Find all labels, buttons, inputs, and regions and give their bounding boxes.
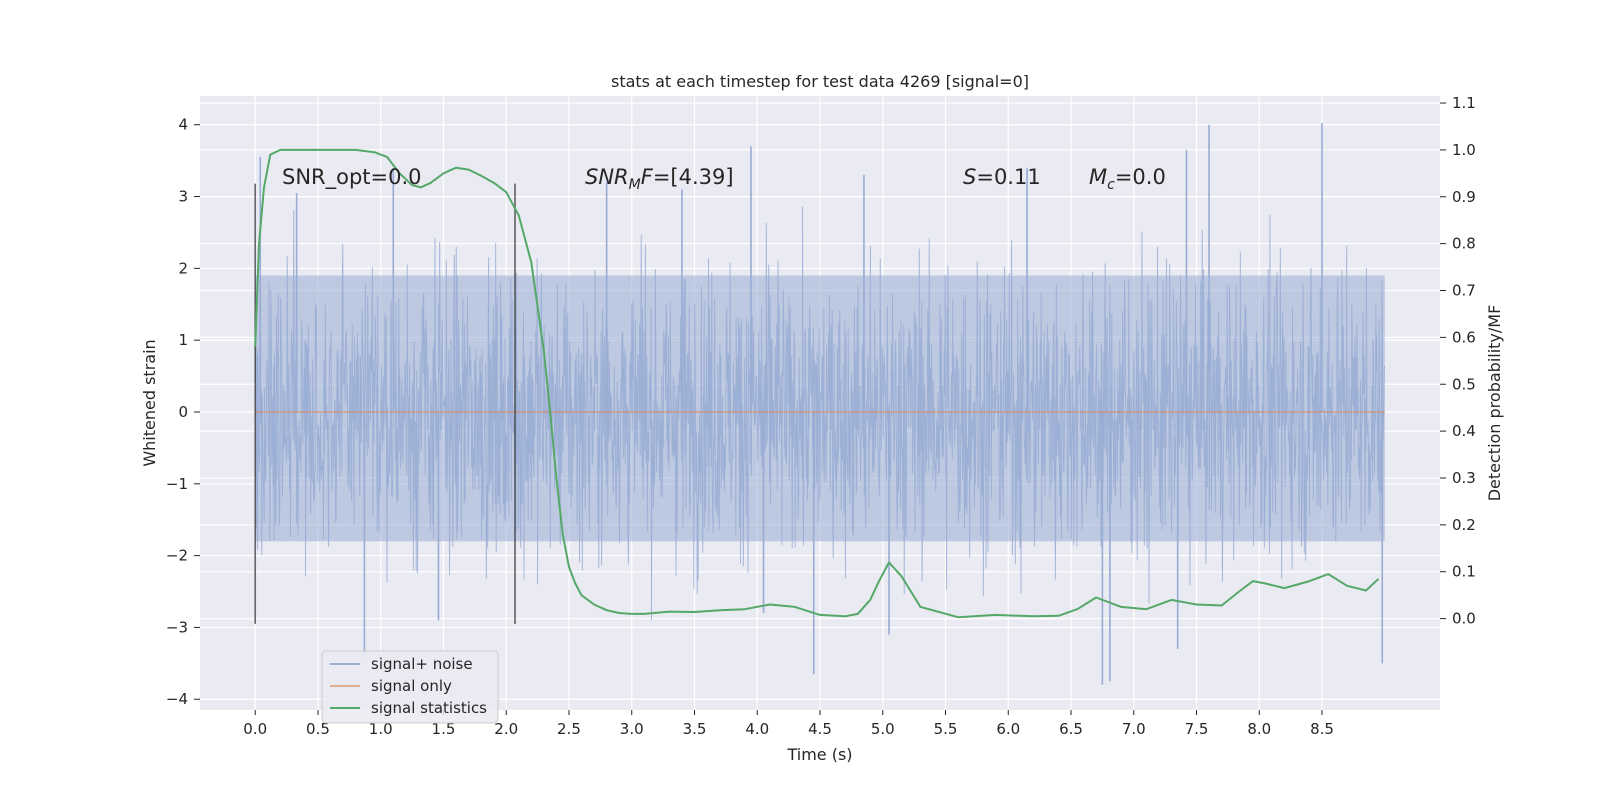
y-right-tick-label: 0.2 (1452, 516, 1476, 534)
x-tick-label: 6.0 (996, 720, 1020, 738)
annotation-mc-value: =0.0 (1115, 165, 1166, 189)
x-tick-label: 1.0 (369, 720, 393, 738)
x-tick-label: 5.5 (934, 720, 958, 738)
x-tick-label: 0.5 (306, 720, 330, 738)
y-left-axis-label: Whitened strain (140, 339, 159, 466)
series-signal-plus-noise (254, 123, 1386, 685)
y-left-tick-label: −1 (166, 475, 188, 493)
y-right-tick-label: 0.6 (1452, 328, 1476, 346)
legend: signal+ noise signal only signal statist… (321, 650, 499, 724)
y-left-tick-label: 1 (178, 331, 188, 349)
annotation-mc-main: M (1089, 165, 1107, 189)
window-markers (254, 183, 516, 624)
y-right-tick-label: 0.1 (1452, 563, 1476, 581)
y-left-tick-label: 2 (178, 259, 188, 277)
y-left-tick-label: −2 (166, 547, 188, 565)
x-tick-label: 3.5 (683, 720, 707, 738)
y-right-tick-label: 0.9 (1452, 188, 1476, 206)
x-tick-label: 4.0 (745, 720, 769, 738)
annotation-mc: Mc=0.0 (1089, 165, 1166, 193)
annotation-s-value: =0.11 (976, 165, 1040, 189)
annotation-s-main: S (963, 165, 976, 189)
legend-label-signal-only: signal only (371, 677, 452, 695)
y-left-tick-label: −4 (166, 690, 188, 708)
y-right-axis-ticks: 1.1 1.0 0.9 0.8 0.7 0.6 0.5 0.4 0.3 0.2 0.1 0.0 (1440, 94, 1476, 628)
y-right-tick-label: 1.0 (1452, 141, 1476, 159)
annotation-snr-mf-f: F (641, 165, 654, 189)
annotation-snr-mf-sub: M (629, 177, 641, 193)
legend-label-signal-statistics: signal statistics (371, 699, 487, 717)
x-tick-label: 7.5 (1185, 720, 1209, 738)
y-left-tick-label: 3 (178, 188, 188, 206)
legend-label-signal-plus-noise: signal+ noise (371, 655, 473, 673)
x-axis-ticks: 0.0 0.5 1.0 1.5 2.0 2.5 3.0 3.5 4.0 4.5 5.0 5.5 6.0 6… (243, 710, 1334, 738)
annotation-mc-sub: c (1107, 177, 1115, 193)
y-left-tick-label: 0 (178, 403, 188, 421)
series-signal-statistics (254, 148, 1380, 619)
x-tick-label: 2.0 (494, 720, 518, 738)
x-tick-label: 0.0 (243, 720, 267, 738)
y-right-tick-label: 0.5 (1452, 375, 1476, 393)
y-left-tick-label: 4 (178, 116, 188, 134)
annotations: SNR_opt=0.0 SNRMF=[4.39] S=0.11 Mc=0.0 (282, 165, 1166, 193)
x-tick-label: 3.0 (620, 720, 644, 738)
annotation-s: S=0.11 (963, 165, 1041, 189)
y-right-tick-label: 1.1 (1452, 94, 1476, 112)
y-right-tick-label: 0.7 (1452, 282, 1476, 300)
y-right-tick-label: 0.3 (1452, 469, 1476, 487)
noise-trace (254, 206, 1386, 621)
x-tick-label: 8.0 (1247, 720, 1271, 738)
x-tick-label: 4.5 (808, 720, 832, 738)
legend-box (321, 650, 499, 724)
x-tick-label: 7.0 (1122, 720, 1146, 738)
y-right-tick-label: 0.0 (1452, 610, 1476, 628)
y-right-tick-label: 0.4 (1452, 422, 1476, 440)
x-tick-label: 1.5 (432, 720, 456, 738)
x-tick-label: 5.0 (871, 720, 895, 738)
chart-title: stats at each timestep for test data 426… (611, 72, 1029, 91)
x-tick-label: 8.5 (1310, 720, 1334, 738)
y-left-tick-label: −3 (166, 618, 188, 636)
annotation-snr-mf: SNRMF=[4.39] (585, 165, 734, 193)
y-right-axis-label: Detection probability/MF (1485, 305, 1504, 502)
x-tick-label: 6.5 (1059, 720, 1083, 738)
annotation-snr-mf-value: =[4.39] (653, 165, 734, 189)
y-right-tick-label: 0.8 (1452, 235, 1476, 253)
x-axis-label: Time (s) (786, 745, 852, 764)
signal-statistics-line (254, 148, 1380, 619)
x-tick-label: 2.5 (557, 720, 581, 738)
annotation-snr-opt: SNR_opt=0.0 (282, 165, 422, 190)
annotation-snr-mf-main: SNR (585, 165, 629, 189)
y-left-axis-ticks: 4 3 2 1 0 −1 −2 −3 −4 (166, 116, 200, 708)
